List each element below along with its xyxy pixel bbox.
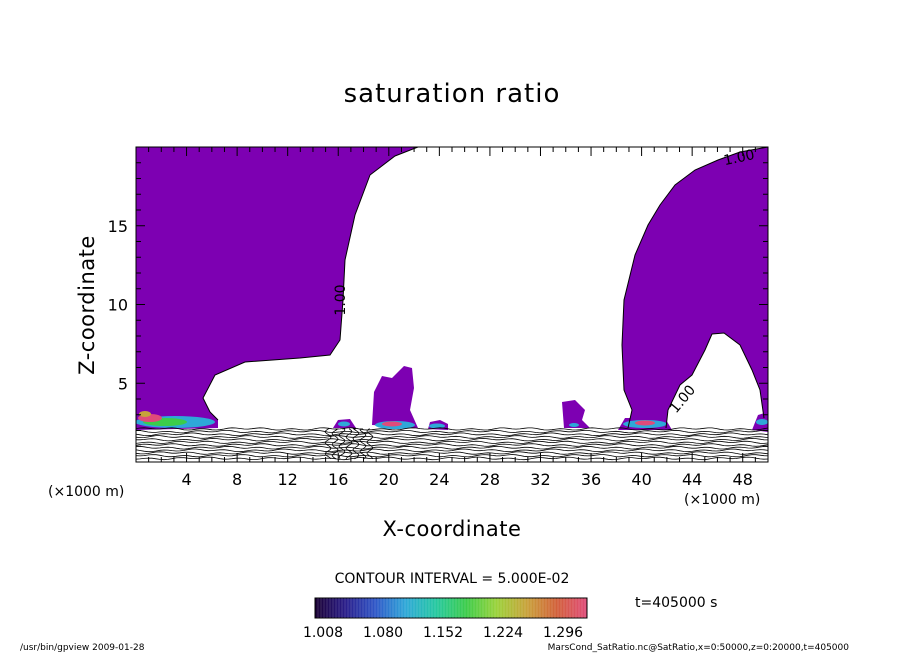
x-tick-label: 32 <box>530 470 550 489</box>
colorbar-fill <box>314 597 588 619</box>
contour-line <box>136 443 768 447</box>
x-tick-label: 4 <box>181 470 191 489</box>
x-tick-label: 12 <box>278 470 298 489</box>
saturated-region-right <box>622 147 768 428</box>
contour-line <box>136 432 768 437</box>
chart-title: saturation ratio <box>344 79 561 109</box>
contour-line <box>352 428 360 460</box>
contour-line <box>136 437 768 442</box>
contour-line <box>136 435 768 439</box>
contour-line <box>136 454 768 458</box>
y-tick-label: 10 <box>108 296 128 315</box>
footer-right: MarsCond_SatRatio.nc@SatRatio,x=0:50000,… <box>548 643 850 653</box>
contour-line <box>136 456 768 461</box>
contour-label-topright: 1.00 <box>722 147 756 169</box>
contour-line <box>324 428 332 460</box>
saturated-blob-35 <box>562 400 590 428</box>
x-unit-right: (×1000 m) <box>684 492 760 508</box>
contour-line <box>136 427 768 431</box>
x-axis-title: X-coordinate <box>383 517 522 541</box>
contour-line <box>345 428 353 460</box>
contour-line <box>136 451 768 455</box>
y-axis: 5 10 15 <box>108 162 768 447</box>
contour-line <box>338 428 346 460</box>
contour-interval-label: CONTOUR INTERVAL = 5.000E-02 <box>335 571 570 587</box>
x-tick-label: 40 <box>631 470 651 489</box>
contour-line <box>331 428 339 460</box>
high-value-cores <box>136 411 768 429</box>
colorbar-stripes <box>317 598 586 618</box>
y-axis-title: Z-coordinate <box>75 235 99 375</box>
y-tick-label: 5 <box>118 374 128 393</box>
contour-line <box>136 440 768 444</box>
contour-line <box>136 445 768 450</box>
x-unit-left: (×1000 m) <box>48 484 124 500</box>
x-tick-label: 20 <box>379 470 399 489</box>
colorbar-labels: 1.008 1.080 1.152 1.224 1.296 <box>303 625 583 641</box>
x-tick-label: 8 <box>232 470 242 489</box>
contour-line <box>359 428 367 460</box>
x-tick-label: 44 <box>682 470 702 489</box>
x-tick-label: 16 <box>328 470 348 489</box>
colorbar-tick-label: 1.080 <box>363 625 403 641</box>
contour-1-00-outline <box>202 147 768 429</box>
footer-left: /usr/bin/gpview 2009-01-28 <box>20 643 145 653</box>
x-axis: 4 8 12 16 20 24 28 32 36 40 44 48 <box>148 147 756 489</box>
x-tick-label: 48 <box>733 470 753 489</box>
colorbar-tick-label: 1.152 <box>423 625 463 641</box>
y-tick-label: 15 <box>108 217 128 236</box>
colorbar-tick-label: 1.008 <box>303 625 343 641</box>
colorbar-tick-label: 1.296 <box>543 625 583 641</box>
x-tick-label: 36 <box>581 470 601 489</box>
time-label: t=405000 s <box>635 595 717 611</box>
x-tick-label: 28 <box>480 470 500 489</box>
contour-line <box>366 428 374 460</box>
saturated-blob-20 <box>372 366 418 428</box>
contour-label-mid: 1.00 <box>333 284 349 315</box>
contour-line <box>136 429 768 434</box>
x-tick-label: 24 <box>429 470 449 489</box>
colorbar: 1.008 1.080 1.152 1.224 1.296 <box>303 597 588 641</box>
saturated-region-left <box>136 147 418 424</box>
contour-line <box>136 448 768 453</box>
saturated-band-left <box>136 360 218 430</box>
colorbar-tick-label: 1.224 <box>483 625 523 641</box>
near-surface-contours <box>136 427 768 461</box>
plot-area <box>136 147 768 461</box>
